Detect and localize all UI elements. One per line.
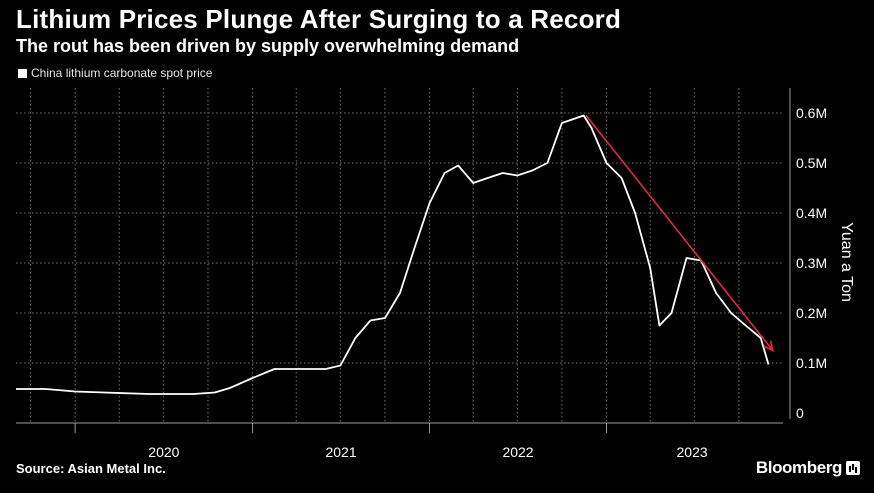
y-axis-title: Yuan a Ton (838, 222, 855, 302)
chart-title: Lithium Prices Plunge After Surging to a… (16, 4, 622, 34)
x-tick-label: 2021 (325, 444, 356, 460)
y-tick-label: 0.3M (796, 255, 827, 271)
x-tick-label: 2022 (502, 444, 533, 460)
y-tick-label: 0.5M (796, 155, 827, 171)
trend-arrow-head (763, 340, 774, 352)
y-tick-label: 0 (796, 405, 804, 421)
chart-subtitle: The rout has been driven by supply overw… (16, 36, 520, 56)
series-line-china-lithium-carbonate (16, 114, 770, 395)
y-tick-label: 0.1M (796, 355, 827, 371)
bloomberg-logo: Bloomberg (756, 458, 860, 478)
legend-swatch (18, 68, 27, 78)
y-tick-label: 0.2M (796, 305, 827, 321)
legend: China lithium carbonate spot price (18, 66, 212, 80)
x-tick-label: 2020 (148, 444, 179, 460)
y-tick-label: 0.6M (796, 105, 827, 121)
x-tick-label: 2023 (677, 444, 708, 460)
y-tick-label: 0.4M (796, 205, 827, 221)
trend-arrow-line (585, 115, 774, 351)
bloomberg-chart-icon (846, 461, 860, 475)
brand-name: Bloomberg (755, 458, 843, 477)
legend-label: China lithium carbonate spot price (31, 66, 213, 80)
source-note: Source: Asian Metal Inc. (16, 461, 166, 476)
